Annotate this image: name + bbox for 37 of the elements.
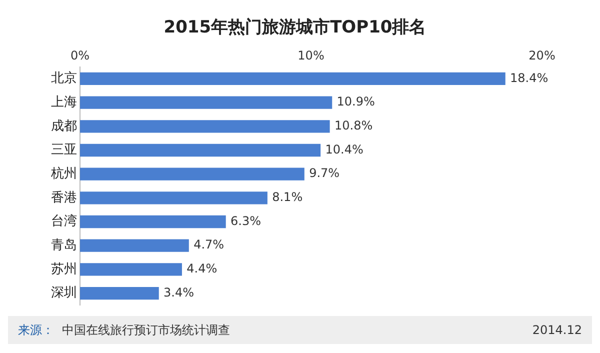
data-label: 18.4% — [510, 70, 548, 85]
x-tick-label: 0% — [70, 48, 90, 63]
y-tick-label: 青岛 — [51, 238, 77, 253]
bar — [80, 96, 332, 109]
y-tick-label: 苏州 — [51, 262, 77, 277]
bar — [80, 192, 268, 204]
y-tick-label: 杭州 — [50, 166, 77, 182]
data-label: 6.3% — [230, 214, 262, 228]
x-tick-label: 20% — [528, 48, 556, 63]
data-label: 10.8% — [334, 118, 373, 133]
data-label: 4.4% — [186, 262, 218, 276]
data-label: 9.7% — [309, 166, 340, 180]
data-label: 10.4% — [325, 142, 364, 156]
bar — [80, 239, 189, 252]
data-label: 3.4% — [164, 285, 194, 300]
text: 2014.12 — [532, 323, 582, 337]
source-note: 来源： — [18, 322, 54, 336]
y-tick-label: 三亚 — [51, 142, 77, 158]
bar — [80, 144, 321, 157]
chart-title: 2015年热门旅游城市TOP10排名 — [164, 18, 426, 38]
y-tick-label: 香港 — [51, 190, 77, 206]
bar — [80, 168, 304, 180]
x-tick-label: 10% — [298, 48, 324, 63]
y-tick-label: 台湾 — [51, 213, 77, 230]
text: 中国在线旅行预订市场统计调查 — [62, 322, 230, 336]
y-tick-label: 北京 — [51, 71, 77, 86]
y-tick-label: 成都 — [51, 118, 77, 134]
y-tick-label: 上海 — [51, 94, 77, 110]
bar — [80, 263, 182, 276]
bar — [80, 286, 159, 300]
bar — [80, 215, 226, 228]
bar — [80, 72, 506, 86]
data-label: 4.7% — [194, 238, 224, 252]
bar — [80, 120, 330, 133]
data-label: 8.1% — [272, 190, 303, 204]
y-tick-label: 深圳 — [51, 286, 77, 301]
data-label: 10.9% — [336, 94, 375, 109]
